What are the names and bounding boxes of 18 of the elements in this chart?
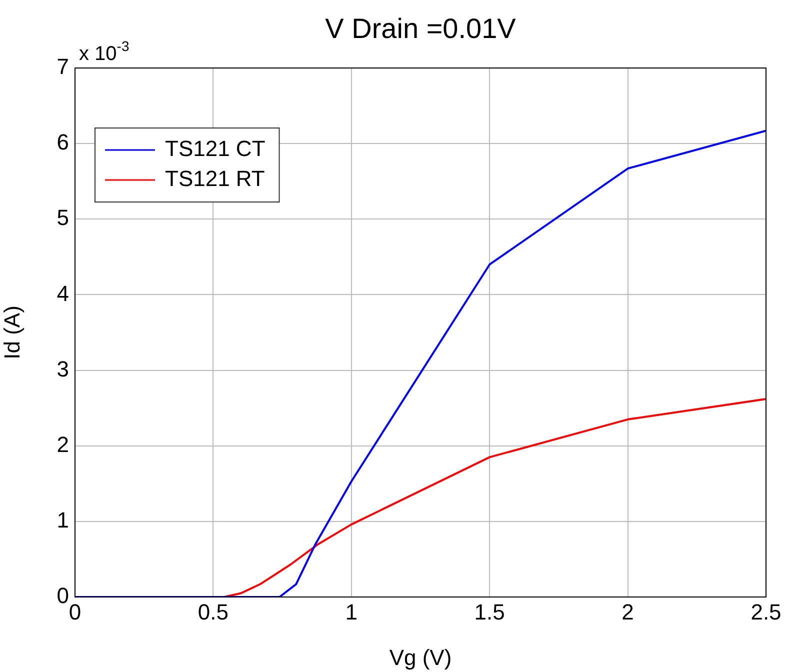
y-tick-label: 2 <box>56 432 69 457</box>
x-tick-label: 1.5 <box>474 599 505 624</box>
y-tick-label: 4 <box>56 280 69 306</box>
legend-label: TS121 RT <box>165 166 265 192</box>
y-tick-label: 0 <box>56 583 69 608</box>
chart-title: V Drain =0.01V <box>325 13 516 44</box>
y-tick-label: 5 <box>56 205 69 230</box>
x-tick-label: 2.5 <box>750 599 782 624</box>
y-tick-label: 1 <box>56 507 69 532</box>
y-tick-label: 3 <box>56 356 69 382</box>
y-axis-title: Id (A) <box>0 306 24 360</box>
x-axis-title: Vg (V) <box>389 644 452 670</box>
y-tick-label: 7 <box>56 54 69 80</box>
x-tick-label: 2 <box>622 599 634 624</box>
y-tick-label: 6 <box>56 130 69 155</box>
legend-label: TS121 CT <box>165 136 266 162</box>
x-tick-label: 1 <box>345 599 358 624</box>
x-tick-label: 0.5 <box>198 599 228 624</box>
